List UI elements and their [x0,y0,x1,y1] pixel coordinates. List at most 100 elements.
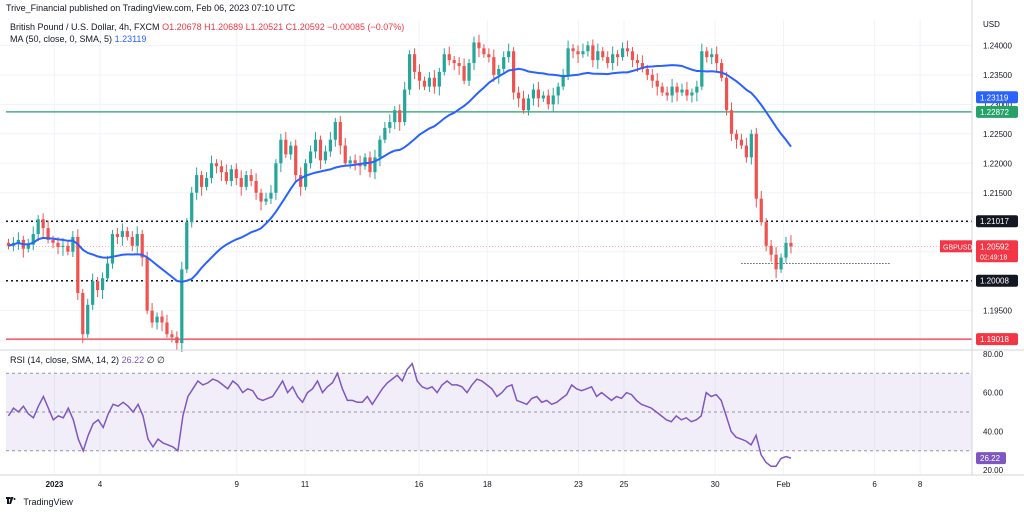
candle-body [190,192,194,223]
candle-body [71,236,75,252]
brand-name: TradingView [23,497,73,507]
candle-body [363,157,367,167]
candle-body [432,77,436,87]
rsi-label: RSI (14, close, SMA, 14, 2) [10,355,120,365]
candle-body [155,316,159,323]
footer-brand: TradingView [6,497,73,507]
candle-body [333,122,337,140]
price-tick-label: 1.23000 [983,100,1012,109]
candle-body [457,63,461,66]
candle-body [764,222,768,246]
rsi-line [7,362,792,468]
price-tick-label: 1.22500 [983,130,1012,139]
candle-body [571,48,575,52]
candle-body [497,68,501,75]
candle-body [135,234,139,246]
price-tick-label: 1.19500 [983,307,1012,316]
candle-body [105,263,110,279]
candle-body [214,163,219,167]
rsi-visibility-icons: ∅ ∅ [146,355,165,365]
candle-body [289,145,293,155]
candle-body [318,139,323,161]
candle-body [51,239,55,243]
candle-body [91,281,95,305]
candle-body [700,51,704,87]
price-tick-label: 1.24000 [983,41,1012,50]
candle-body [620,48,625,58]
price-line-badge-label: 1.19018 [980,335,1009,344]
candle-body [754,133,758,199]
candle-body [502,57,506,69]
candle-body [769,245,773,255]
candle-body [789,242,793,247]
candle-body [100,278,105,291]
candle-body [516,92,521,99]
candle-body [46,228,50,240]
candle-body [576,51,580,55]
candle-body [695,86,699,93]
candle-body [536,89,540,99]
candle-body [690,92,694,96]
candle-body [472,42,476,64]
chart-grid [0,20,972,474]
candle-body [373,157,377,173]
candle-body [581,51,585,55]
candle-body [338,122,342,146]
candle-body [526,98,531,111]
symbol-badge [940,240,972,253]
candle-body [150,310,154,323]
candle-body [655,80,659,87]
candle-body [61,245,65,247]
candle-body [645,68,649,75]
candle-body [482,48,486,55]
time-tick-label: 9 [234,480,239,489]
candle-body [274,163,278,193]
candle-body [492,57,496,75]
candle-body [630,51,635,61]
candle-body [41,219,45,229]
candle-body [175,337,179,344]
candle-body [388,122,392,128]
candle-body [625,48,630,52]
candle-body [76,236,80,293]
candle-body [611,54,615,64]
candle-body [6,242,11,246]
last-price-badge [976,240,1018,263]
time-tick-label: 6 [872,480,877,489]
candle-body [244,175,248,187]
candle-body [115,234,120,237]
candle-body [412,54,417,72]
candle-body [675,86,679,93]
time-tick-label: 25 [620,480,629,489]
rsi-value: 26.22 [121,355,145,365]
candle-body [739,139,744,146]
publish-caption: Trive_Financial published on TradingView… [6,3,296,13]
candle-body [660,86,664,93]
candle-body [759,198,763,223]
price-line-badge [976,105,1018,118]
candle-body [724,77,729,111]
candle-body [269,192,273,199]
candle-body [635,60,640,64]
candle-body [130,236,134,246]
candle-body [427,77,432,87]
axis-badges: 1.22872 1.21017 1.20008 1.19018 GBPUSD 1.2059… [940,91,1018,465]
candle-body [477,42,481,49]
candle-body [160,316,164,323]
candle-body [204,178,209,187]
symbol-badge-label: GBPUSD [943,244,973,251]
candle-body [546,95,550,105]
candle-body [640,63,644,69]
candle-body [650,74,654,81]
candle-body [219,166,224,173]
candle-body [566,48,570,75]
candle-body [16,239,20,243]
candle-body [408,54,412,90]
time-tick-label: 2023 [46,480,64,489]
candle-body [195,175,199,193]
candle-body [715,54,719,64]
ma-badge-label: 1.23119 [980,93,1009,102]
candle-body [541,95,545,99]
candle-body [145,257,149,311]
